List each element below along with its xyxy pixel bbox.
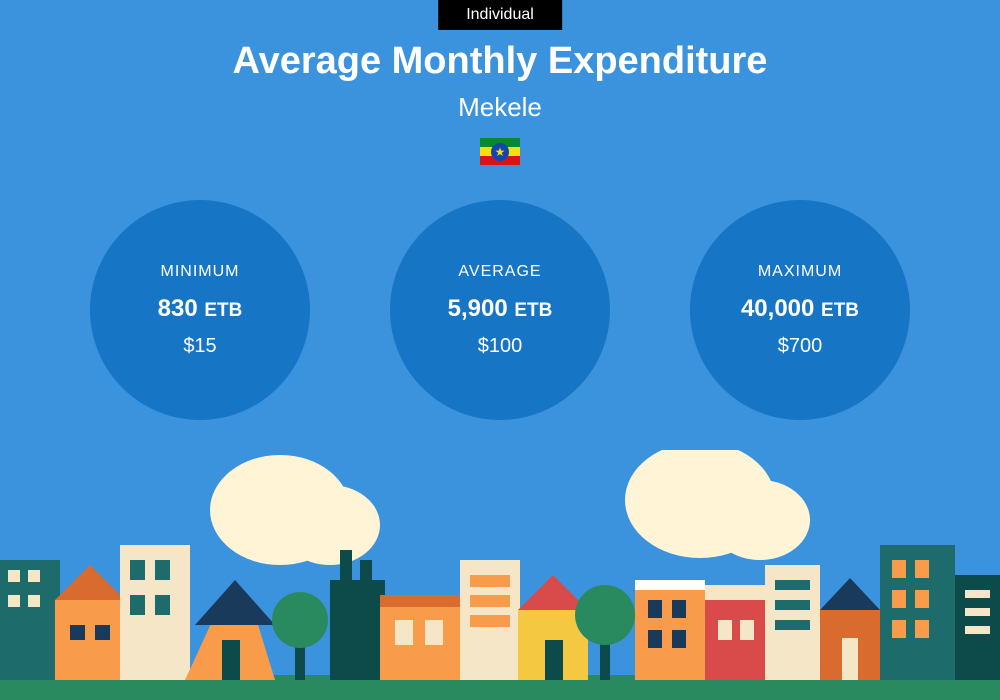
- cityscape-illustration: [0, 450, 1000, 700]
- stat-label: AVERAGE: [458, 263, 541, 281]
- stats-row: MINIMUM 830 ETB $15 AVERAGE 5,900 ETB $100 MAX…: [0, 200, 1000, 420]
- stat-circle-average: AVERAGE 5,900 ETB $100: [390, 200, 610, 420]
- main-title: Average Monthly Expenditure: [0, 40, 1000, 83]
- infographic-canvas: Individual Average Monthly Expenditure M…: [0, 0, 1000, 700]
- stat-value: 830 ETB: [158, 295, 243, 323]
- stat-label: MINIMUM: [161, 263, 240, 281]
- category-badge: Individual: [438, 0, 562, 30]
- city-subtitle: Mekele: [0, 92, 1000, 123]
- badge-text: Individual: [466, 6, 534, 23]
- stat-circle-maximum: MAXIMUM 40,000 ETB $700: [690, 200, 910, 420]
- stat-usd: $15: [183, 335, 216, 358]
- stat-label: MAXIMUM: [758, 263, 842, 281]
- stat-usd: $100: [478, 335, 523, 358]
- stat-usd: $700: [778, 335, 823, 358]
- country-flag-icon: ★: [480, 138, 520, 165]
- stat-value: 5,900 ETB: [448, 295, 553, 323]
- stat-circle-minimum: MINIMUM 830 ETB $15: [90, 200, 310, 420]
- stat-value: 40,000 ETB: [741, 295, 859, 323]
